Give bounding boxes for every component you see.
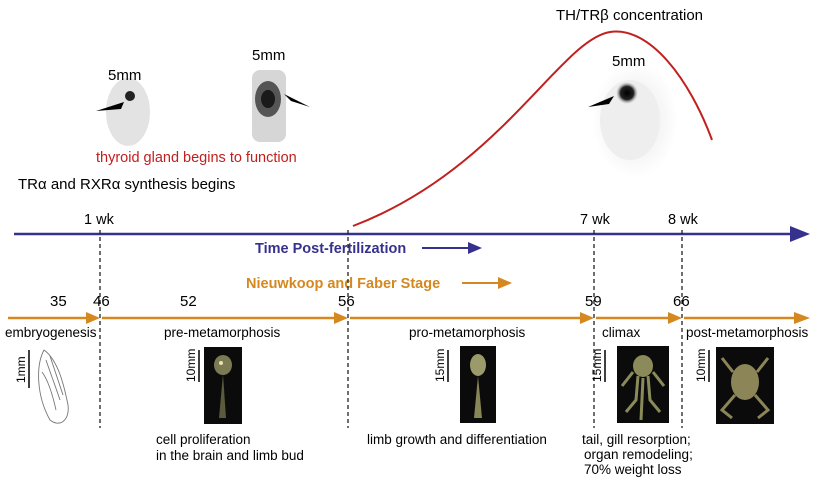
svg-text:15mm: 15mm xyxy=(590,349,604,382)
time-axis xyxy=(14,226,810,242)
receptor-synthesis-label: TRα and RXRα synthesis begins xyxy=(18,176,235,193)
thyroid-image-mid xyxy=(252,70,286,142)
stage-axis-title: Nieuwkoop and Faber Stage xyxy=(246,276,440,292)
stage-35: 35 xyxy=(50,293,67,310)
froglet-climax-image xyxy=(617,346,669,423)
note-pre-line2: in the brain and limb bud xyxy=(156,448,304,463)
th-concentration-label: TH/TRβ concentration xyxy=(556,7,703,24)
scale-label-3: 5mm xyxy=(612,53,645,70)
phase-post-metamorphosis: post-metamorphosis xyxy=(686,325,809,340)
tadpole-pre-image xyxy=(204,347,242,424)
dashed-markers xyxy=(99,230,683,428)
thyroid-image-late xyxy=(592,62,678,178)
embryo-drawing xyxy=(38,349,69,424)
scale-label-2: 5mm xyxy=(252,47,285,64)
stage-59: 59 xyxy=(585,293,602,310)
scale-bar-embryo: 1mm xyxy=(14,350,30,388)
time-tick-7wk: 7 wk xyxy=(580,212,611,228)
stage-axis xyxy=(8,312,810,324)
arrowhead-marker-1 xyxy=(96,102,124,111)
note-climax-line1: tail, gill resorption; xyxy=(582,432,691,447)
thyroid-function-label: thyroid gland begins to function xyxy=(96,150,297,166)
arrowhead-marker-3 xyxy=(588,96,614,107)
arrowhead-marker-2 xyxy=(284,94,310,107)
scale-bar-climax: 15mm xyxy=(590,349,606,382)
stage-52: 52 xyxy=(180,293,197,310)
scale-bar-pre: 10mm xyxy=(184,349,200,382)
th-concentration-curve xyxy=(352,30,713,227)
note-climax-line3: 70% weight loss xyxy=(584,462,682,477)
phase-pre-metamorphosis: pre-metamorphosis xyxy=(164,325,281,340)
stage-56: 56 xyxy=(338,293,355,310)
phase-climax: climax xyxy=(602,325,641,340)
tadpole-pro-image xyxy=(460,346,496,423)
frog-post-image xyxy=(716,347,774,424)
note-pro-line1: limb growth and differentiation xyxy=(367,432,547,447)
svg-text:15mm: 15mm xyxy=(433,349,447,382)
time-axis-title: Time Post-fertilization xyxy=(255,241,406,257)
svg-text:1mm: 1mm xyxy=(14,356,28,383)
scale-label-1: 5mm xyxy=(108,67,141,84)
note-climax-line2: organ remodeling; xyxy=(584,447,693,462)
stage-66: 66 xyxy=(673,293,690,310)
time-tick-1wk: 1 wk xyxy=(84,212,115,228)
scale-bar-pro: 15mm xyxy=(433,349,449,382)
time-axis-title-arrow xyxy=(422,242,482,254)
note-pre-line1: cell proliferation xyxy=(156,432,251,447)
svg-text:10mm: 10mm xyxy=(694,349,708,382)
svg-text:10mm: 10mm xyxy=(184,349,198,382)
thyroid-image-early xyxy=(106,78,150,146)
phase-pro-metamorphosis: pro-metamorphosis xyxy=(409,325,526,340)
stage-axis-title-arrow xyxy=(462,277,512,289)
time-tick-8wk: 8 wk xyxy=(668,212,699,228)
scale-bar-post: 10mm xyxy=(694,349,710,382)
phase-embryogenesis: embryogenesis xyxy=(5,325,97,340)
stage-46: 46 xyxy=(93,293,110,310)
